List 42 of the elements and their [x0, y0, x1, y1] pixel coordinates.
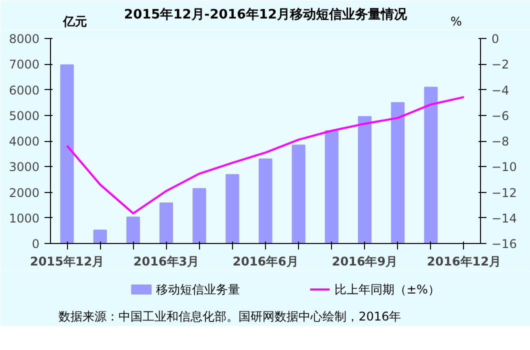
- chart-title: 2015年12月-2016年12月移动短信业务量情况: [124, 8, 408, 22]
- y2-tick-label: −16: [492, 237, 517, 251]
- x-tick-label: 2015年12月: [30, 254, 104, 268]
- y2-tick-label: 0: [492, 32, 500, 46]
- y2-axis-title: %: [450, 14, 462, 28]
- y2-tick-label: −4: [492, 83, 510, 98]
- y2-tick-label: −14: [492, 211, 517, 226]
- bar: [93, 230, 107, 244]
- bar: [324, 130, 338, 244]
- x-tick-label: 2016年3月: [133, 254, 200, 268]
- y2-tick-label: −10: [492, 160, 517, 174]
- bar: [258, 158, 272, 244]
- y-tick-label: 0: [32, 237, 40, 251]
- y-tick-label: 8000: [8, 32, 40, 46]
- y2-tick-label: −6: [492, 108, 510, 123]
- bar: [126, 216, 140, 244]
- y2-tick-label: −12: [492, 186, 517, 200]
- bar: [60, 64, 74, 244]
- y-tick-label: 4000: [8, 134, 40, 148]
- y-tick-label: 2000: [8, 186, 40, 200]
- x-tick-label: 2016年6月: [232, 254, 298, 268]
- bar: [391, 102, 405, 244]
- y2-tick-label: −2: [492, 58, 510, 72]
- x-tick-label: 2016年9月: [332, 254, 398, 268]
- bar: [226, 174, 240, 244]
- legend-label: 比上年同期（±%）: [334, 282, 440, 296]
- source-note: 数据来源：中国工业和信息化部。国研网数据中心绘制，2016年: [58, 310, 402, 324]
- y-tick-label: 1000: [8, 211, 40, 226]
- y-tick-label: 3000: [8, 160, 40, 174]
- y-axis-title: 亿元: [62, 14, 87, 28]
- line-series: [66, 96, 465, 214]
- legend-label: 移动短信业务量: [156, 282, 240, 296]
- bar: [424, 86, 438, 244]
- y2-tick-label: −8: [492, 134, 510, 148]
- x-tick-label: 2016年12月: [426, 254, 502, 268]
- y-tick-label: 5000: [8, 108, 40, 123]
- y-tick-label: 7000: [8, 58, 40, 72]
- bar: [159, 202, 174, 244]
- bar: [192, 188, 206, 244]
- bar: [292, 144, 306, 244]
- bar: [358, 116, 372, 244]
- y-tick-label: 6000: [8, 83, 40, 98]
